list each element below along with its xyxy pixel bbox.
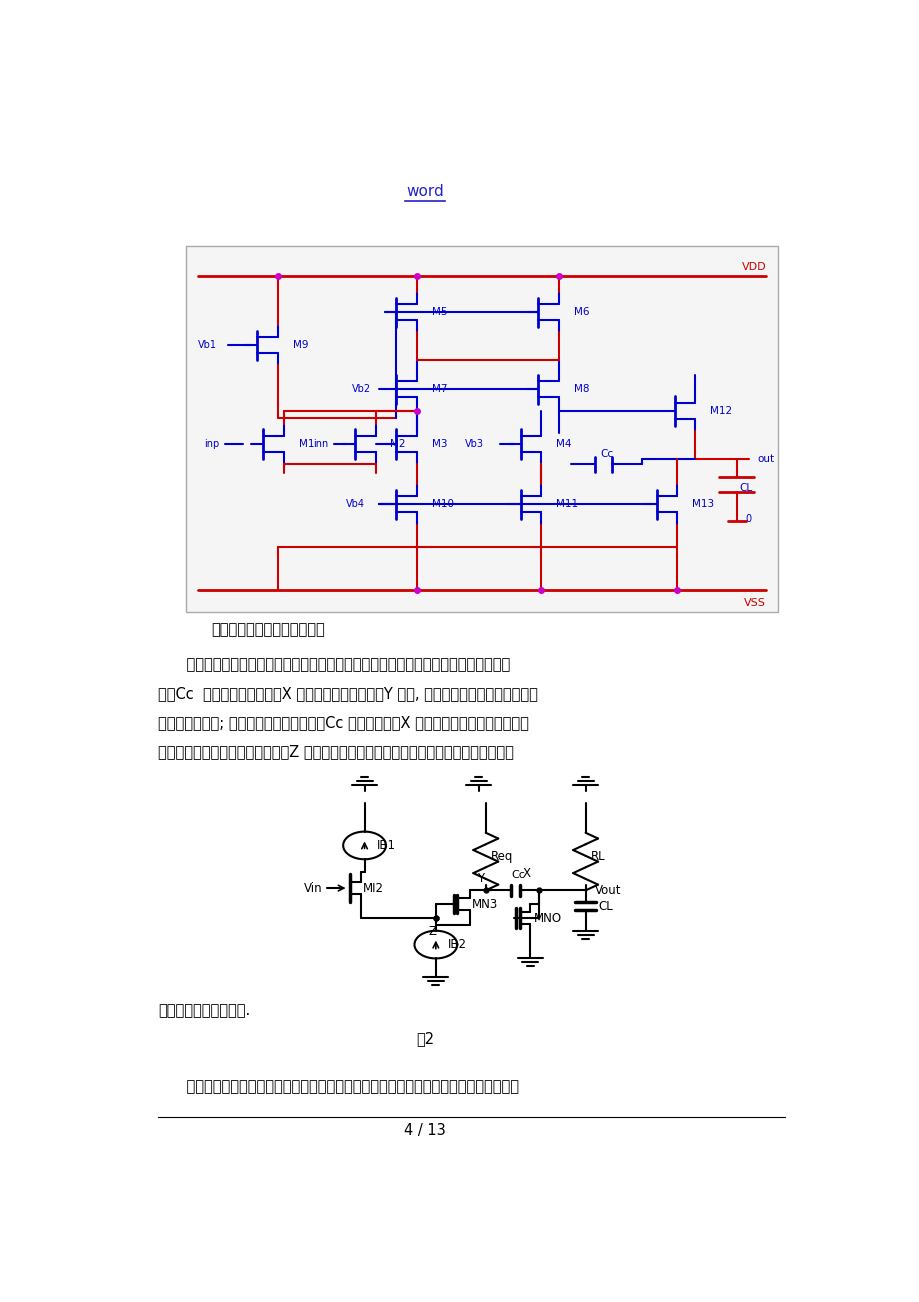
Text: Vb4: Vb4 bbox=[346, 500, 365, 509]
Text: IB1: IB1 bbox=[377, 838, 395, 852]
Text: M4: M4 bbox=[556, 439, 571, 449]
Text: IB2: IB2 bbox=[448, 937, 467, 950]
Text: out: out bbox=[756, 453, 774, 464]
Text: M5: M5 bbox=[431, 307, 447, 318]
Text: Z: Z bbox=[428, 924, 436, 937]
Text: M2: M2 bbox=[390, 439, 405, 449]
Text: RL: RL bbox=[590, 850, 605, 863]
Text: M1: M1 bbox=[299, 439, 314, 449]
Text: M12: M12 bbox=[709, 406, 732, 417]
Text: M10: M10 bbox=[431, 500, 453, 509]
Text: M8: M8 bbox=[573, 384, 589, 395]
Text: X: X bbox=[522, 867, 530, 880]
Text: 电容Cc  连接在运放输出节点X 与运放第一级输出节点Y 之间, 这也是传统的密勒补偿电容的: 电容Cc 连接在运放输出节点X 与运放第一级输出节点Y 之间, 这也是传统的密勒… bbox=[158, 686, 537, 700]
Text: 一般的连接方法; 另一种形式是将补偿电容Cc 置于输出节点X 与折叠共源共栅连接形式的第: 一般的连接方法; 另一种形式是将补偿电容Cc 置于输出节点X 与折叠共源共栅连接… bbox=[158, 715, 528, 730]
Text: VDD: VDD bbox=[741, 262, 766, 272]
Text: M11: M11 bbox=[556, 500, 578, 509]
Text: 图2: 图2 bbox=[415, 1031, 434, 1046]
Text: 一级中的共源共栅器件的源极节点Z 之间，前后两种连接方式分别称为直接密勒补偿电路和: 一级中的共源共栅器件的源极节点Z 之间，前后两种连接方式分别称为直接密勒补偿电路… bbox=[158, 745, 513, 759]
Text: MN3: MN3 bbox=[471, 898, 497, 910]
Text: MI2: MI2 bbox=[362, 881, 383, 894]
Text: Vout: Vout bbox=[594, 884, 620, 897]
Text: M3: M3 bbox=[431, 439, 447, 449]
Text: 共源共栅密勒补偿电路.: 共源共栅密勒补偿电路. bbox=[158, 1003, 250, 1018]
Text: M9: M9 bbox=[292, 340, 308, 350]
Text: Vb1: Vb1 bbox=[198, 340, 217, 350]
Text: CL: CL bbox=[597, 900, 612, 913]
Text: Cc: Cc bbox=[599, 449, 612, 458]
Text: VSS: VSS bbox=[743, 598, 766, 608]
Text: Y: Y bbox=[476, 871, 483, 884]
Text: 忽略沟道长度调制效应和体效应以与除密勒电容和负载电容之外的电路寄生电容对电路: 忽略沟道长度调制效应和体效应以与除密勒电容和负载电容之外的电路寄生电容对电路 bbox=[168, 1079, 519, 1094]
Text: MNO: MNO bbox=[533, 911, 562, 924]
Text: inn: inn bbox=[313, 439, 328, 449]
Text: Vin: Vin bbox=[303, 881, 323, 894]
Text: 0: 0 bbox=[744, 514, 751, 525]
Text: Vb3: Vb3 bbox=[464, 439, 482, 449]
Text: M13: M13 bbox=[691, 500, 714, 509]
Bar bbox=[186, 246, 777, 612]
Text: inp: inp bbox=[204, 439, 219, 449]
Text: 折叠式共源共栅放大器电路图: 折叠式共源共栅放大器电路图 bbox=[211, 622, 324, 637]
Text: M7: M7 bbox=[431, 384, 447, 395]
Text: Cc: Cc bbox=[511, 870, 525, 880]
Text: 密勒补偿技术在共源共栅运放结构中可以有的两种具体实现形式：一种形式是将补偿: 密勒补偿技术在共源共栅运放结构中可以有的两种具体实现形式：一种形式是将补偿 bbox=[168, 658, 510, 672]
Text: M6: M6 bbox=[573, 307, 589, 318]
Text: Req: Req bbox=[491, 850, 513, 863]
Text: word: word bbox=[406, 184, 444, 199]
Text: Vb2: Vb2 bbox=[352, 384, 370, 395]
Text: 4 / 13: 4 / 13 bbox=[403, 1124, 446, 1138]
Text: CL: CL bbox=[739, 483, 752, 493]
